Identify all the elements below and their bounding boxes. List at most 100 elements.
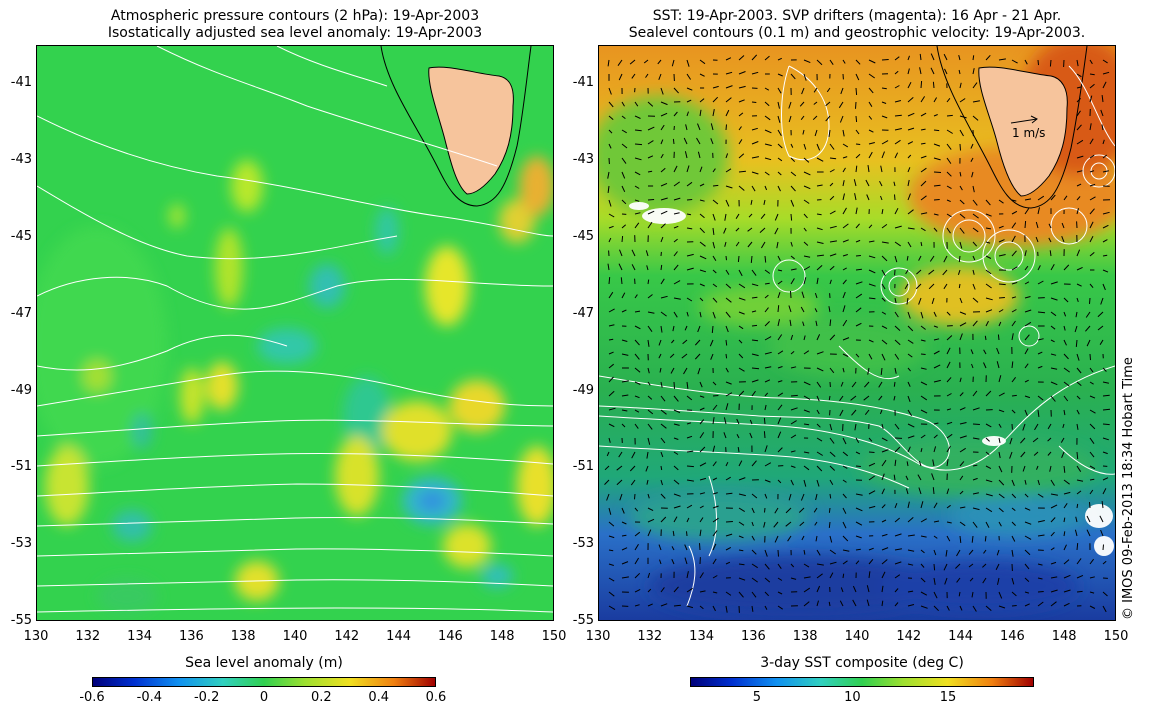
velocity-arrow	[868, 353, 873, 360]
velocity-arrow	[894, 588, 899, 593]
velocity-arrow	[920, 501, 924, 509]
velocity-arrow	[1024, 577, 1030, 582]
velocity-arrow	[1089, 605, 1096, 609]
velocity-arrow	[881, 311, 887, 315]
velocity-arrow	[634, 199, 640, 202]
velocity-arrow	[907, 209, 914, 215]
velocity-arrow	[920, 518, 927, 523]
velocity-arrow	[697, 151, 701, 159]
velocity-arrow	[660, 437, 666, 444]
velocity-arrow	[1050, 339, 1055, 343]
velocity-arrow	[777, 447, 783, 453]
velocity-arrow	[777, 431, 782, 439]
velocity-arrow	[998, 58, 1006, 61]
lon-tick-label: 134	[689, 629, 714, 644]
velocity-arrow	[788, 115, 792, 123]
velocity-arrow	[1050, 493, 1058, 496]
velocity-arrow	[803, 266, 811, 271]
velocity-arrow	[970, 157, 974, 162]
velocity-arrow	[660, 381, 663, 388]
velocity-arrow	[842, 305, 846, 313]
velocity-arrow	[829, 182, 834, 187]
velocity-arrow	[1060, 437, 1065, 443]
velocity-arrow	[738, 577, 746, 581]
velocity-arrow	[699, 517, 704, 523]
velocity-arrow	[777, 605, 783, 610]
velocity-arrow	[881, 571, 886, 579]
velocity-arrow	[712, 283, 718, 288]
velocity-arrow	[881, 283, 886, 290]
velocity-arrow	[907, 141, 914, 145]
velocity-arrow	[816, 409, 820, 415]
velocity-arrow	[1049, 59, 1052, 67]
velocity-arrow	[699, 395, 705, 398]
velocity-arrow	[1011, 210, 1018, 215]
velocity-arrow	[1024, 507, 1031, 511]
velocity-arrow	[1089, 221, 1094, 229]
velocity-arrow	[699, 166, 703, 173]
velocity-arrow	[751, 549, 757, 555]
velocity-arrow	[1024, 493, 1029, 498]
velocity-arrow	[842, 479, 847, 483]
velocity-arrow	[738, 71, 746, 75]
velocity-arrow	[1076, 451, 1079, 460]
velocity-arrow	[842, 521, 847, 529]
left-title-line1: Atmospheric pressure contours (2 hPa): 1…	[110, 8, 480, 24]
velocity-arrow	[893, 181, 896, 187]
velocity-arrow	[985, 521, 990, 528]
velocity-arrow	[800, 493, 805, 501]
velocity-arrow	[647, 518, 655, 523]
velocity-arrow	[634, 157, 642, 161]
velocity-arrow	[855, 322, 862, 327]
velocity-arrow	[855, 239, 861, 243]
velocity-arrow	[634, 222, 640, 229]
lon-tick-label: 130	[23, 629, 49, 644]
velocity-arrow	[660, 423, 667, 429]
velocity-arrow	[868, 255, 876, 259]
velocity-arrow	[839, 409, 844, 417]
velocity-arrow	[1009, 451, 1013, 459]
velocity-arrow	[647, 101, 654, 107]
velocity-arrow	[855, 101, 857, 109]
velocity-arrow	[933, 184, 941, 187]
velocity-arrow	[647, 279, 650, 285]
velocity-arrow	[918, 255, 922, 261]
velocity-arrow	[894, 311, 899, 318]
colorbar-tick-label: 10	[844, 690, 861, 705]
velocity-arrow	[855, 437, 860, 444]
velocity-arrow	[1102, 381, 1109, 384]
velocity-arrow	[1089, 465, 1096, 470]
velocity-arrow	[621, 143, 628, 149]
velocity-arrow	[777, 129, 782, 137]
velocity-arrow	[868, 87, 874, 94]
velocity-arrow	[946, 347, 951, 355]
velocity-arrow	[1011, 309, 1017, 313]
velocity-arrow	[1024, 409, 1028, 416]
velocity-arrow	[959, 98, 966, 103]
velocity-arrow	[842, 507, 847, 514]
velocity-arrow	[660, 465, 663, 471]
velocity-arrow	[864, 381, 870, 388]
velocity-arrow	[1089, 409, 1096, 414]
velocity-arrow	[749, 432, 753, 439]
velocity-arrow	[1089, 591, 1095, 594]
velocity-arrow	[842, 239, 849, 243]
velocity-arrow	[699, 590, 706, 593]
velocity-arrow	[816, 241, 824, 244]
velocity-arrow	[763, 417, 766, 425]
velocity-arrow	[907, 501, 910, 509]
velocity-arrow	[790, 577, 797, 580]
velocity-arrow	[1061, 451, 1065, 458]
velocity-arrow	[1063, 367, 1070, 373]
velocity-arrow	[855, 129, 860, 135]
velocity-arrow	[725, 311, 731, 318]
velocity-arrow	[933, 434, 938, 439]
velocity-arrow	[803, 576, 811, 579]
velocity-arrow	[712, 591, 718, 594]
velocity-arrow	[712, 85, 719, 89]
velocity-arrow	[710, 138, 714, 145]
velocity-arrow	[647, 140, 654, 145]
velocity-arrow	[723, 432, 727, 439]
velocity-arrow	[868, 505, 876, 509]
velocity-arrow	[724, 213, 727, 221]
